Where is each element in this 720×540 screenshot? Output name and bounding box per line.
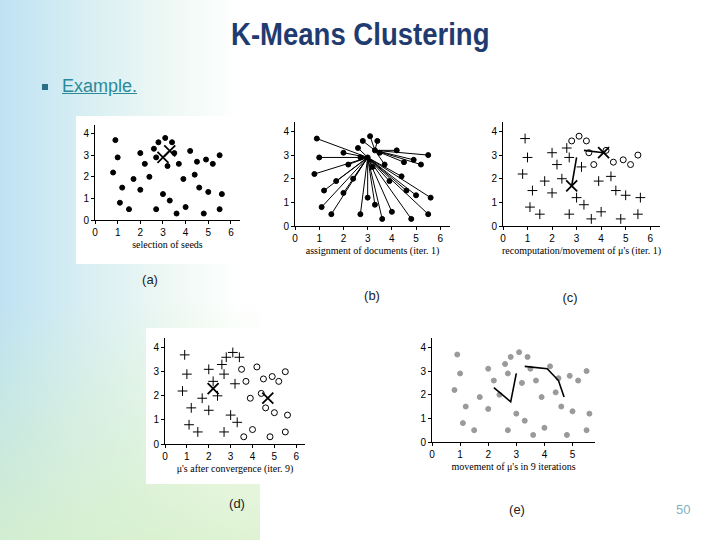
svg-text:3: 3: [491, 150, 497, 161]
svg-text:4: 4: [491, 126, 497, 137]
svg-text:3: 3: [574, 233, 580, 244]
svg-text:2: 2: [138, 227, 144, 238]
html-text:(a): (a): [142, 272, 158, 287]
svg-text:0: 0: [500, 233, 506, 244]
svg-text:5: 5: [623, 233, 629, 244]
svg-text:4: 4: [542, 449, 548, 460]
svg-text:3: 3: [153, 366, 159, 377]
svg-text:4: 4: [183, 227, 189, 238]
svg-text:0: 0: [292, 233, 298, 244]
svg-text:1: 1: [525, 233, 531, 244]
svg-text:4: 4: [283, 126, 289, 137]
svg-text:4: 4: [153, 342, 159, 353]
svg-text:2: 2: [83, 171, 89, 182]
svg-text:2: 2: [420, 389, 426, 400]
svg-text:3: 3: [83, 150, 89, 161]
svg-text:2: 2: [485, 449, 491, 460]
svg-text:2: 2: [283, 173, 289, 184]
svg-text:3: 3: [283, 150, 289, 161]
html-text:(e): (e): [509, 502, 525, 517]
svg-text:2: 2: [206, 451, 212, 462]
svg-text:2: 2: [341, 233, 347, 244]
svg-text:4: 4: [420, 342, 426, 353]
svg-text:3: 3: [514, 449, 520, 460]
svg-text:1: 1: [184, 451, 190, 462]
svg-text:3: 3: [420, 366, 426, 377]
html-text:50: 50: [676, 502, 691, 517]
svg-text:6: 6: [228, 227, 234, 238]
svg-text:0: 0: [283, 221, 289, 232]
svg-text:1: 1: [153, 414, 159, 425]
svg-text:0: 0: [162, 451, 168, 462]
svg-text:0: 0: [92, 227, 98, 238]
svg-text:6: 6: [293, 451, 299, 462]
svg-text:4: 4: [598, 233, 604, 244]
svg-text:0: 0: [420, 437, 426, 448]
svg-text:3: 3: [365, 233, 371, 244]
svg-text:0: 0: [153, 439, 159, 450]
svg-text:4: 4: [83, 128, 89, 139]
svg-text:μ's after convergence (iter. 9: μ's after convergence (iter. 9): [177, 463, 294, 475]
svg-text:5: 5: [413, 233, 419, 244]
html-text:K-Means Clustering: K-Means Clustering: [230, 16, 490, 52]
svg-text:movement of μ's in 9 iteration: movement of μ's in 9 iterations: [451, 461, 575, 472]
svg-text:recomputation/movement of μ's: recomputation/movement of μ's (iter. 1): [502, 245, 661, 257]
svg-text:1: 1: [115, 227, 121, 238]
svg-text:1: 1: [283, 197, 289, 208]
svg-text:3: 3: [160, 227, 166, 238]
svg-text:1: 1: [420, 413, 426, 424]
html-text:(d): (d): [229, 496, 245, 511]
svg-text:6: 6: [647, 233, 653, 244]
html-text:(b): (b): [364, 288, 380, 303]
svg-text:5: 5: [570, 449, 576, 460]
svg-text:2: 2: [549, 233, 555, 244]
svg-text:1: 1: [457, 449, 463, 460]
svg-text:selection of seeds: selection of seeds: [132, 239, 203, 250]
svg-text:assignment of documents (iter.: assignment of documents (iter. 1): [306, 245, 440, 257]
svg-text:2: 2: [491, 173, 497, 184]
svg-text:1: 1: [316, 233, 322, 244]
svg-text:0: 0: [83, 215, 89, 226]
svg-text:1: 1: [83, 193, 89, 204]
svg-text:1: 1: [491, 197, 497, 208]
svg-text:4: 4: [250, 451, 256, 462]
svg-text:4: 4: [389, 233, 395, 244]
svg-text:0: 0: [491, 221, 497, 232]
svg-text:3: 3: [228, 451, 234, 462]
svg-text:0: 0: [429, 449, 435, 460]
html-text:(c): (c): [562, 290, 578, 305]
svg-text:5: 5: [205, 227, 211, 238]
html-text:Example.: Example.: [62, 76, 137, 96]
svg-text:2: 2: [153, 390, 159, 401]
svg-text:5: 5: [272, 451, 278, 462]
svg-text:6: 6: [438, 233, 444, 244]
